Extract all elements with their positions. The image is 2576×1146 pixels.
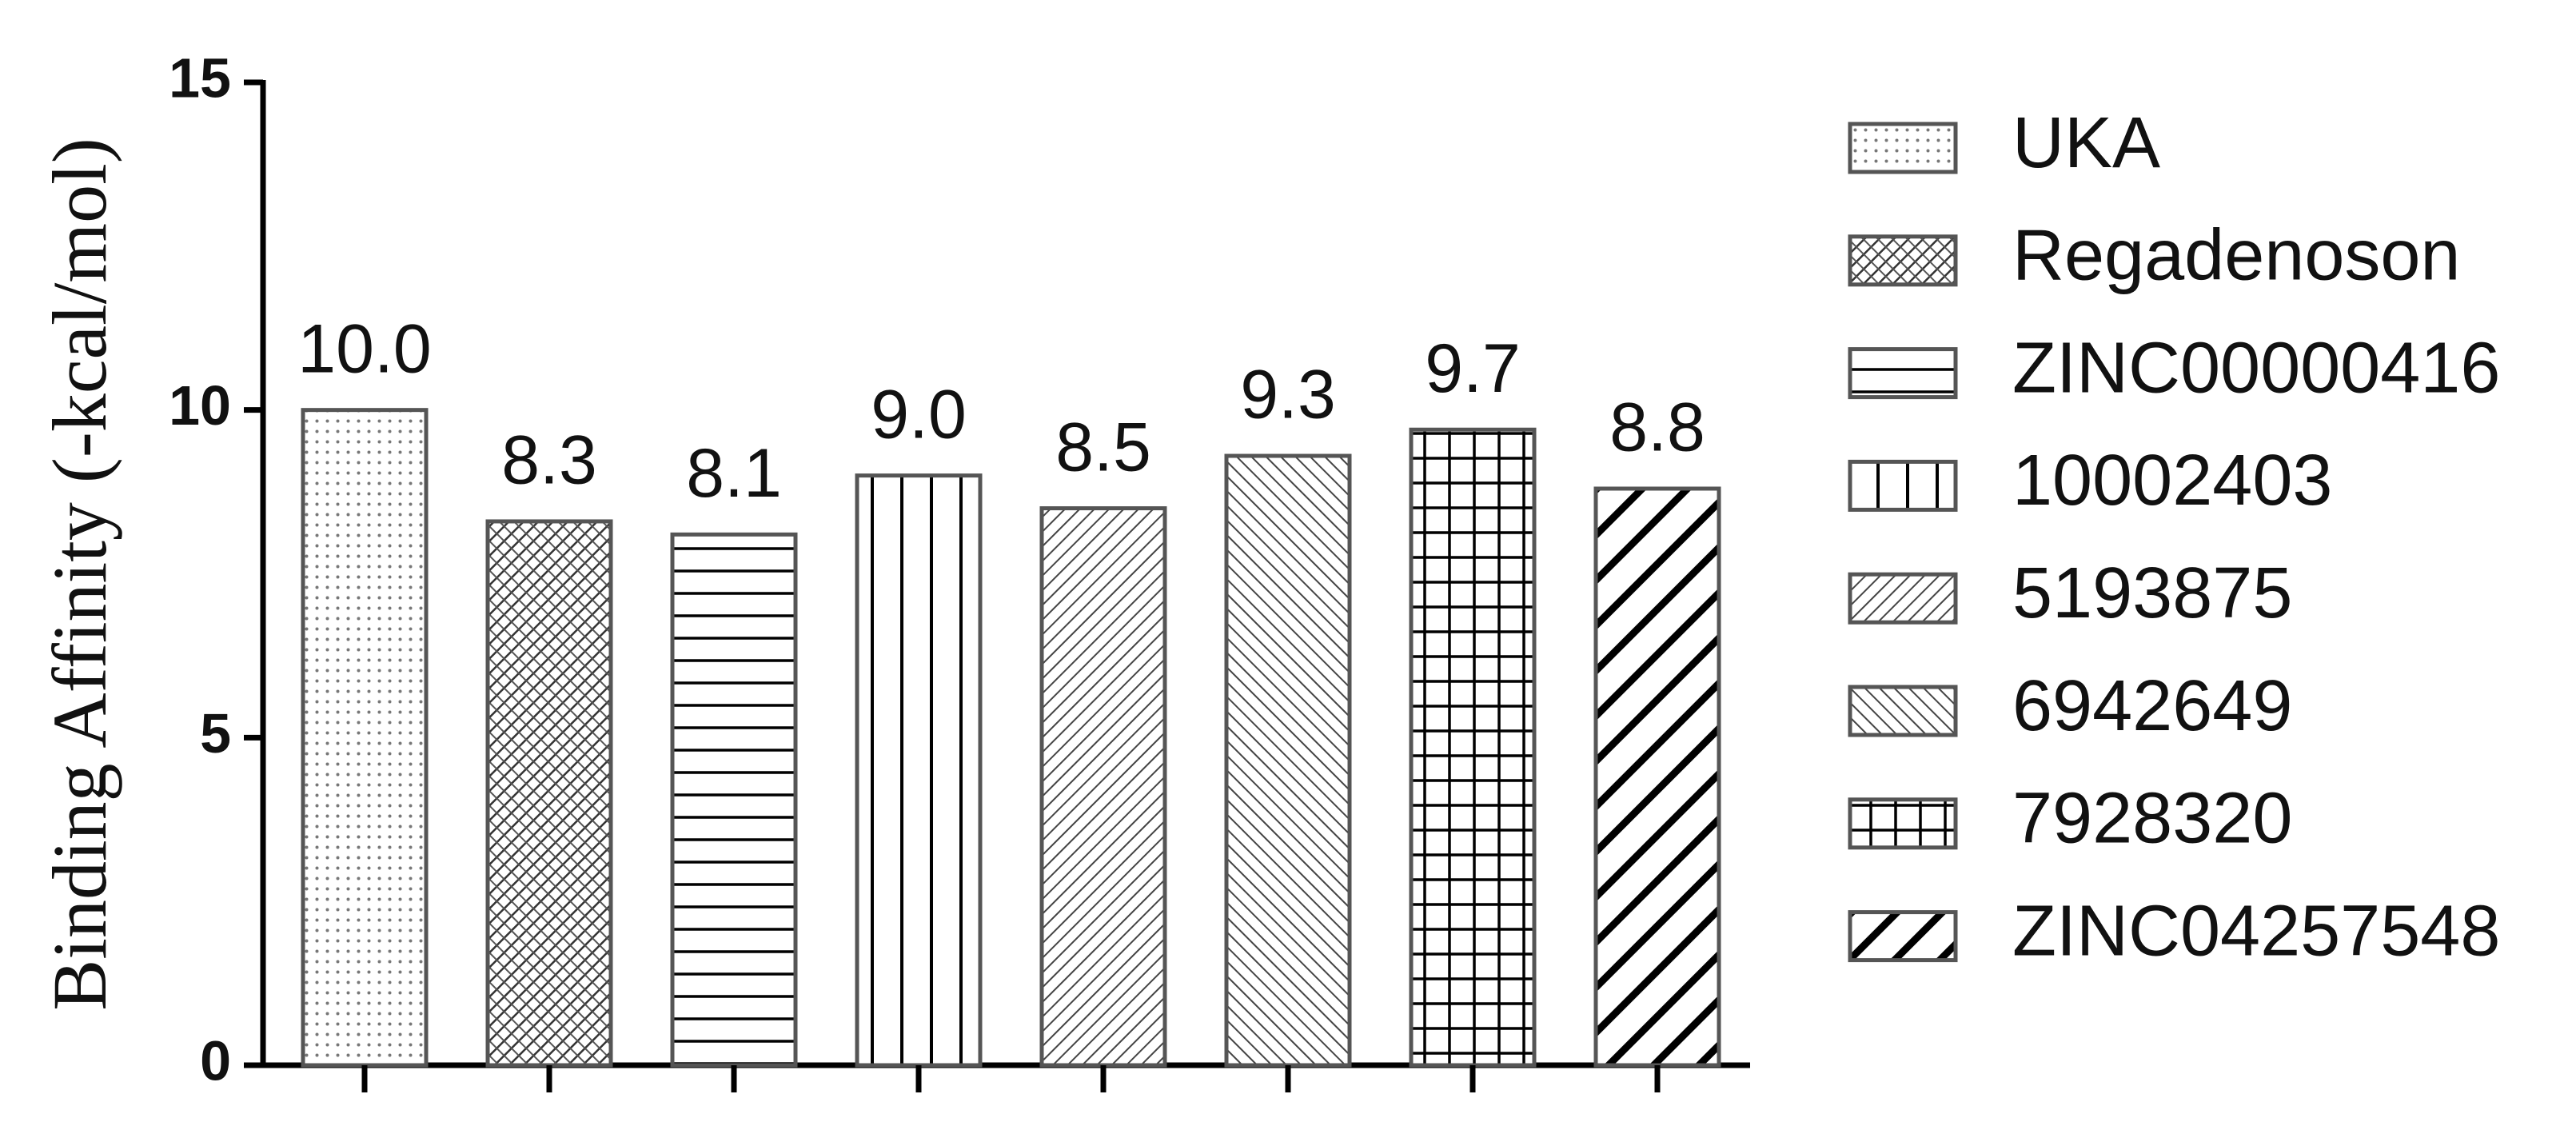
y-tick-label: 15 bbox=[169, 46, 231, 109]
bar bbox=[1593, 486, 1721, 1068]
bar bbox=[485, 519, 613, 1068]
value-label: 8.1 bbox=[686, 435, 782, 512]
value-label: 8.8 bbox=[1609, 389, 1705, 466]
legend-label: 10002403 bbox=[2012, 441, 2332, 521]
value-label: 9.7 bbox=[1425, 330, 1521, 407]
legend-label: ZINC00000416 bbox=[2012, 328, 2500, 408]
legend-label: 7928320 bbox=[2012, 779, 2292, 859]
bar bbox=[1224, 453, 1352, 1068]
legend-swatch bbox=[1848, 122, 1958, 174]
value-label: 8.5 bbox=[1055, 409, 1151, 485]
legend-label: Regadenoson bbox=[2012, 216, 2460, 296]
bar bbox=[301, 408, 429, 1068]
legend-swatch bbox=[1848, 572, 1958, 625]
y-tick-label: 0 bbox=[200, 1029, 231, 1092]
value-label: 8.3 bbox=[501, 422, 597, 499]
legend-swatch bbox=[1848, 797, 1958, 850]
legend-label: ZINC04257548 bbox=[2012, 891, 2500, 971]
y-tick-label: 5 bbox=[200, 702, 231, 765]
value-label: 10.0 bbox=[297, 310, 431, 387]
legend-swatch bbox=[1848, 347, 1958, 400]
y-tick-label: 10 bbox=[169, 374, 231, 437]
bar bbox=[670, 532, 798, 1068]
legend-label: 5193875 bbox=[2012, 553, 2292, 633]
value-label: 9.0 bbox=[871, 376, 967, 453]
legend-swatch bbox=[1848, 910, 1958, 963]
bar bbox=[1039, 506, 1167, 1068]
value-label: 9.3 bbox=[1240, 357, 1336, 433]
legend-swatch bbox=[1848, 459, 1958, 512]
bar bbox=[1409, 427, 1537, 1068]
bar bbox=[855, 473, 983, 1068]
legend-label: 6942649 bbox=[2012, 666, 2292, 746]
y-axis-title: Binding Affinity (-kcal/mol) bbox=[37, 138, 122, 1010]
legend-swatch bbox=[1848, 234, 1958, 287]
legend-swatch bbox=[1848, 685, 1958, 737]
legend-label: UKA bbox=[2012, 103, 2160, 183]
